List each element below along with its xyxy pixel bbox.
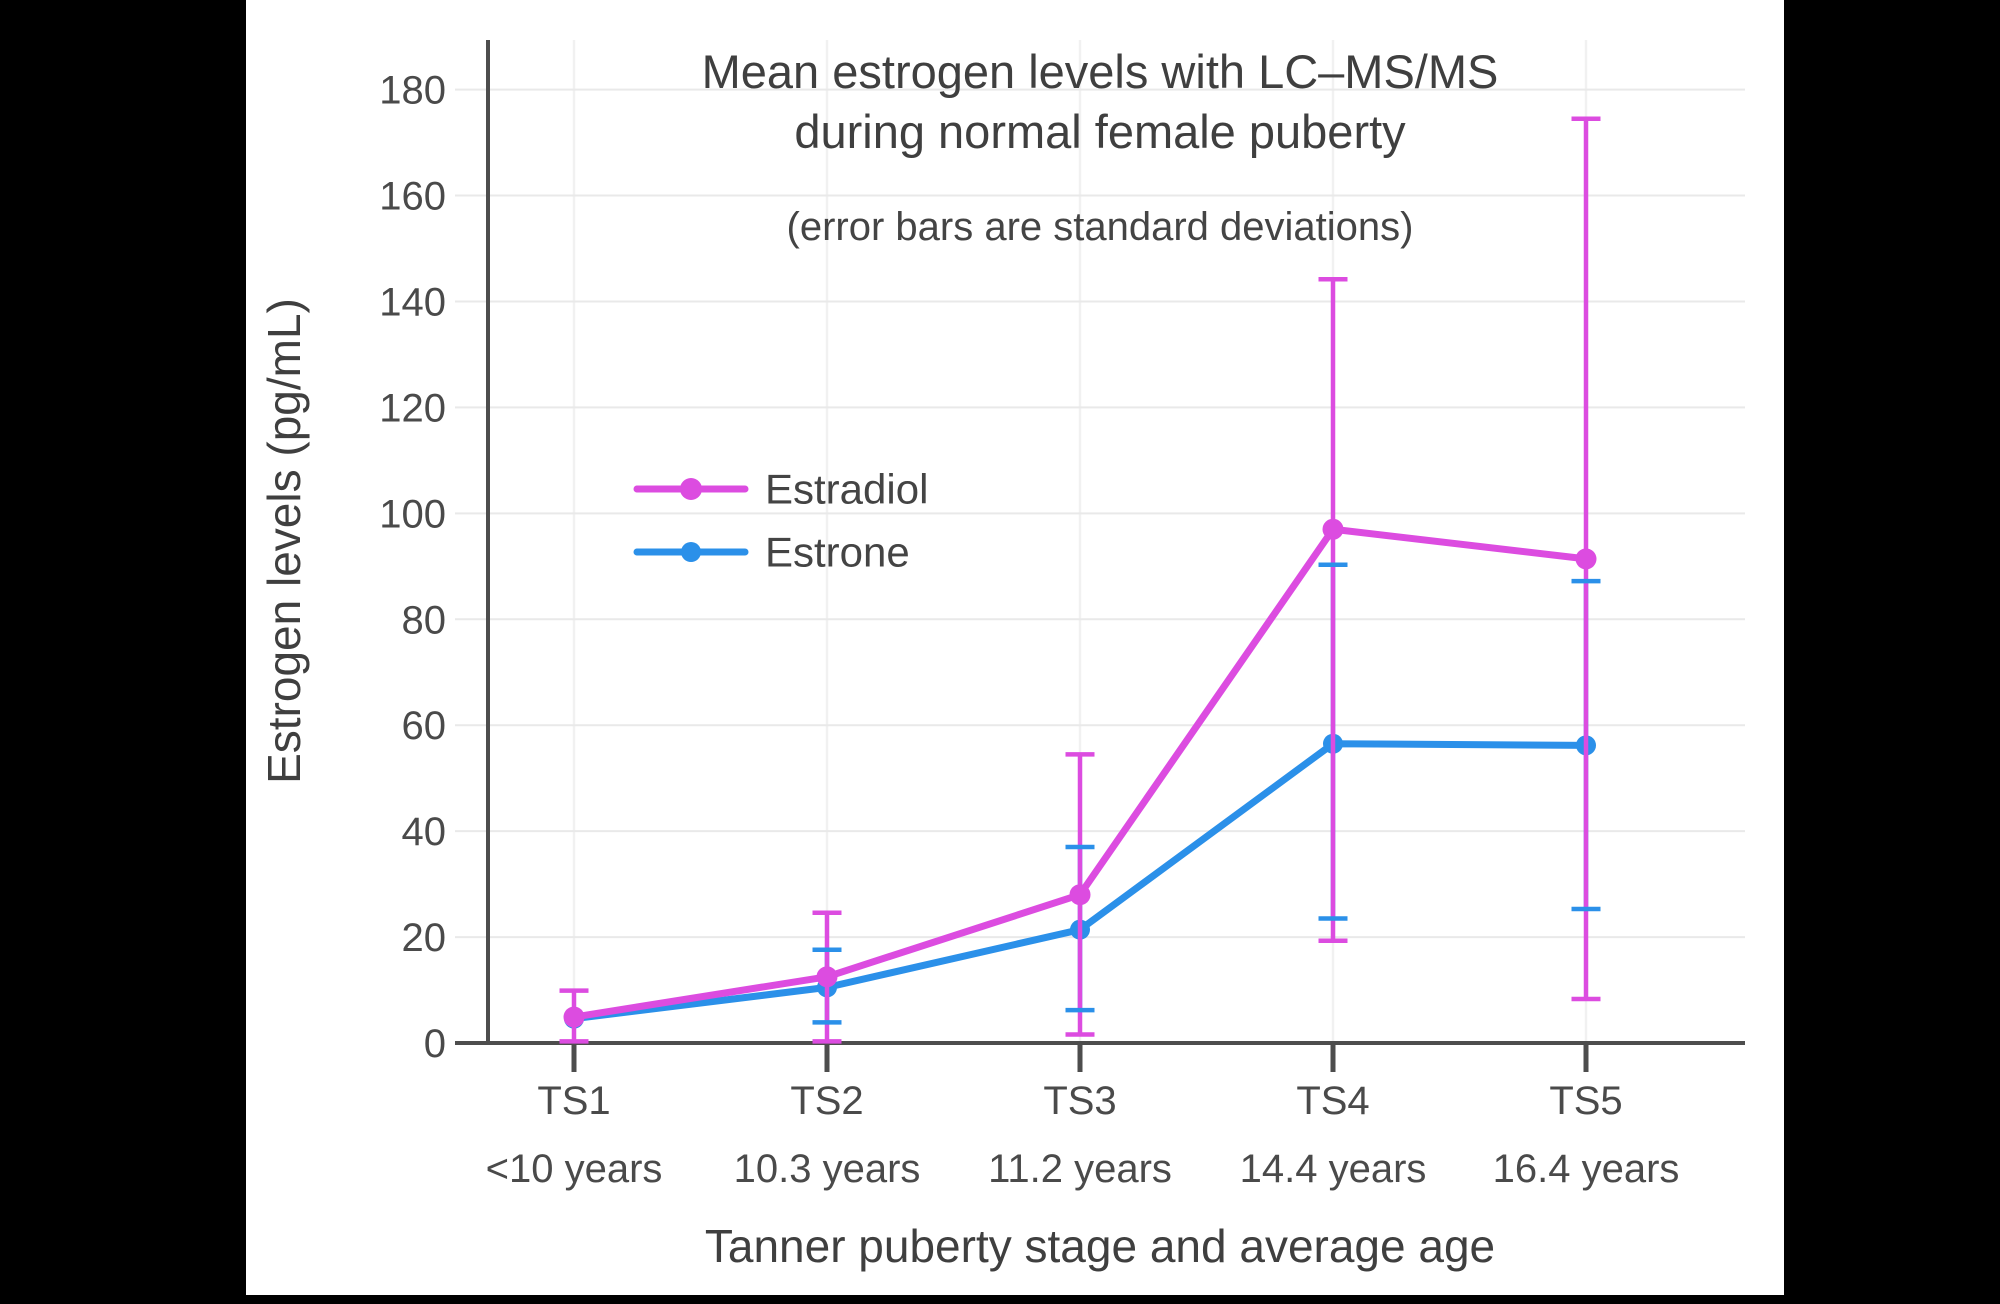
y-tick-label: 0 bbox=[424, 1022, 446, 1066]
x-tick-labels: TS1 <10 years TS2 10.3 years TS3 11.2 years TS… bbox=[486, 1079, 1680, 1191]
x-axis-title: Tanner puberty stage and average age bbox=[705, 1220, 1495, 1272]
y-tick-label: 160 bbox=[379, 175, 446, 219]
legend-label-estradiol: Estradiol bbox=[765, 466, 928, 513]
y-tick-label: 60 bbox=[402, 704, 447, 748]
y-tick-label: 80 bbox=[402, 598, 447, 642]
estradiol-series bbox=[563, 518, 1597, 1028]
x-tick-stage-label: TS3 bbox=[1043, 1079, 1116, 1123]
y-tick-label: 100 bbox=[379, 492, 446, 536]
y-axis-title: Estrogen levels (pg/mL) bbox=[258, 298, 310, 784]
x-tick-age-label: 16.4 years bbox=[1493, 1147, 1680, 1191]
data-point-estradiol-ts1 bbox=[563, 1006, 585, 1028]
chart-title-line2: during normal female puberty bbox=[794, 105, 1406, 158]
estrone-error-caps bbox=[812, 562, 1601, 1025]
y-tick-label: 140 bbox=[379, 280, 446, 324]
y-tick-labels: 0 20 40 60 80 100 120 140 160 180 bbox=[379, 69, 446, 1066]
chart-subtitle: (error bars are standard deviations) bbox=[787, 205, 1414, 249]
legend: Estradiol Estrone bbox=[633, 466, 928, 576]
x-tick-age-label: 11.2 years bbox=[988, 1147, 1172, 1191]
data-point-estradiol-ts4 bbox=[1322, 518, 1344, 540]
y-tick-label: 20 bbox=[402, 916, 447, 960]
x-tick-stage-label: TS1 bbox=[537, 1079, 610, 1123]
series-layer bbox=[559, 116, 1601, 1044]
y-tick-label: 120 bbox=[379, 386, 446, 430]
x-tick-stage-label: TS2 bbox=[790, 1079, 863, 1123]
x-tick-age-label: 10.3 years bbox=[734, 1147, 921, 1191]
data-point-estradiol-ts5 bbox=[1575, 548, 1597, 570]
y-tick-label: 180 bbox=[379, 69, 446, 113]
y-tick-label: 40 bbox=[402, 810, 447, 854]
x-tick-stage-label: TS5 bbox=[1549, 1079, 1622, 1123]
chart-title-line1: Mean estrogen levels with LC–MS/MS bbox=[702, 45, 1499, 98]
plot-panel bbox=[246, 0, 1784, 1295]
legend-marker-estradiol bbox=[680, 478, 702, 500]
data-point-estradiol-ts3 bbox=[1069, 884, 1091, 906]
x-tick-stage-label: TS4 bbox=[1296, 1079, 1369, 1123]
legend-label-estrone: Estrone bbox=[765, 529, 910, 576]
x-tick-age-label: 14.4 years bbox=[1240, 1147, 1427, 1191]
legend-marker-estrone bbox=[681, 542, 701, 562]
data-point-estradiol-ts2 bbox=[816, 966, 838, 988]
axes bbox=[455, 40, 1745, 1072]
x-tick-age-label: <10 years bbox=[486, 1147, 663, 1191]
y-gridlines bbox=[455, 88, 1745, 939]
